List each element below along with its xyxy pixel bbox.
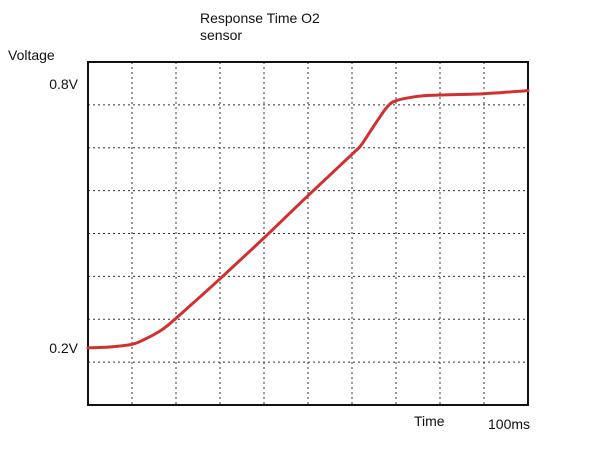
- y-tick-labels: 0.8V 0.2V: [49, 76, 78, 356]
- series-line: [86, 89, 530, 350]
- y-tick-label: 0.8V: [49, 76, 78, 92]
- chart-title-line-2: sensor: [200, 27, 242, 43]
- grid: [88, 62, 528, 405]
- chart-title-line-1: Response Time O2: [200, 10, 320, 26]
- y-tick-label: 0.2V: [49, 340, 78, 356]
- x-axis-label: Time: [414, 413, 445, 429]
- x-end-label: 100ms: [488, 416, 530, 432]
- y-axis-label: Voltage: [8, 47, 55, 63]
- series-layer: [86, 89, 530, 350]
- plot-frame: [87, 61, 529, 406]
